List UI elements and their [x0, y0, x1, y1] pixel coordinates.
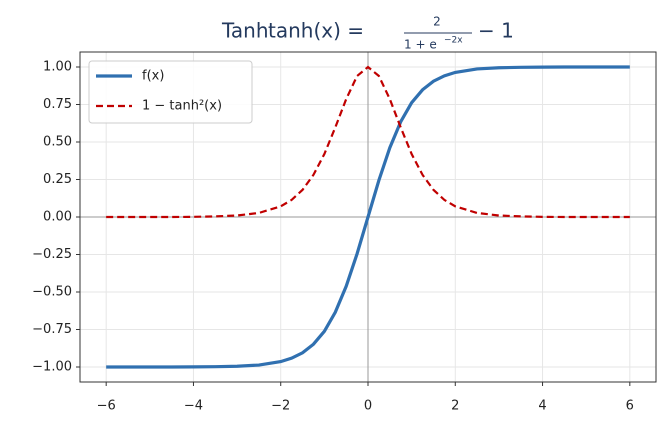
- y-tick-label: 0.75: [43, 97, 72, 112]
- y-tick-label: 1.00: [43, 60, 72, 75]
- title-formula: tanh(x) =: [268, 19, 364, 43]
- title-numerator: 2: [433, 15, 441, 29]
- x-tick-label: −2: [271, 399, 290, 414]
- y-tick-label: −0.75: [32, 322, 72, 337]
- y-tick-label: −0.50: [32, 285, 72, 300]
- line: [106, 65, 630, 219]
- x-tick-label: −4: [184, 399, 203, 414]
- plot-frame: [79, 51, 657, 383]
- y-tick-label: 0.50: [43, 135, 72, 150]
- y-tick-label: 0.00: [43, 210, 72, 225]
- line: [106, 65, 630, 369]
- legend-label: 1 − tanh²(x): [142, 99, 222, 114]
- title-rhs: − 1: [478, 19, 514, 43]
- chart-title: Tanh: [221, 19, 269, 43]
- x-tick-label: 6: [626, 399, 634, 414]
- legend-label: f(x): [142, 69, 164, 84]
- x-tick-label: 0: [364, 399, 372, 414]
- x-tick-label: −6: [97, 399, 116, 414]
- y-tick-label: −0.25: [32, 247, 72, 262]
- x-tick-label: 2: [451, 399, 459, 414]
- y-tick-label: −1.00: [32, 360, 72, 375]
- x-tick-label: 4: [538, 399, 546, 414]
- legend-box: [88, 60, 253, 124]
- y-tick-label: 0.25: [43, 172, 72, 187]
- title-denominator: 1 + e: [404, 38, 437, 52]
- title-exponent: −2x: [444, 36, 463, 46]
